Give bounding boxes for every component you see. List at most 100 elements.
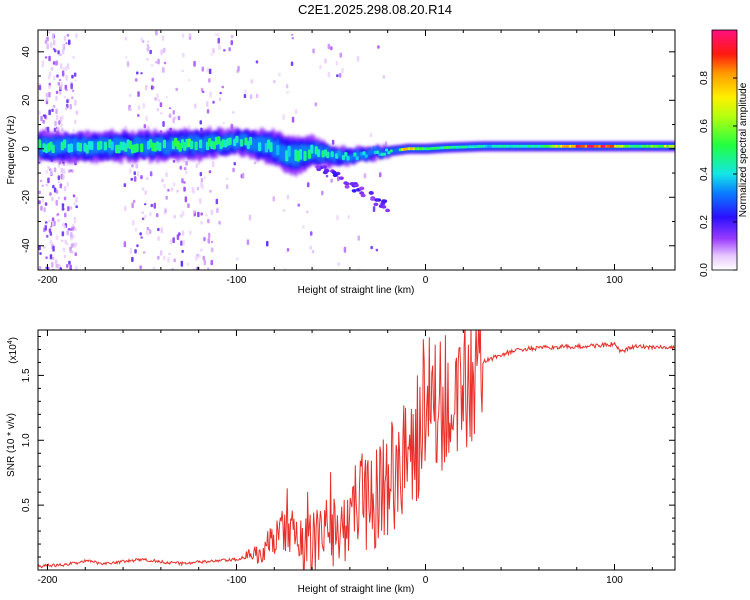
spectrogram-noise-cell <box>134 227 138 232</box>
spectrogram-noise-cell <box>302 225 305 229</box>
spectrogram-noise-cell <box>44 202 48 206</box>
spectrogram-noise-cell <box>162 67 165 73</box>
spectrogram-noise-cell <box>210 259 213 266</box>
spectrogram-tail-cell <box>368 191 374 195</box>
spectrogram-noise-cell <box>211 247 214 253</box>
spectrogram-noise-cell <box>41 60 45 67</box>
spectrogram-noise-cell <box>200 220 203 225</box>
spectrogram-noise-cell <box>369 133 373 138</box>
spectrogram-noise-cell <box>155 30 158 36</box>
spectrogram-noise-cell <box>214 33 218 36</box>
ridge-cell <box>135 143 139 153</box>
ridge-cell <box>90 141 94 150</box>
spectrogram-noise-cell <box>169 239 172 245</box>
x-tick-label: 0 <box>423 275 429 286</box>
ridge-cell <box>385 148 389 152</box>
spectrogram-noise-cell <box>48 74 51 79</box>
spectrogram-noise-cell <box>283 268 287 270</box>
spectrogram-noise-cell <box>75 33 78 39</box>
spectrogram-noise-cell <box>63 95 67 99</box>
spectrogram-noise-cell <box>330 178 333 183</box>
spectrogram-noise-cell <box>134 249 137 254</box>
spectrogram-tail-cell <box>344 185 350 189</box>
spectrogram-noise-cell <box>209 189 212 193</box>
spectrogram-noise-cell <box>139 232 142 236</box>
spectrogram-noise-cell <box>63 225 66 229</box>
y-tick-label: 40 <box>21 46 32 58</box>
spectrogram-noise-cell <box>163 211 167 215</box>
ridge-cell <box>103 141 107 151</box>
spectrogram-noise-cell <box>39 179 43 183</box>
spectrogram-noise-cell <box>206 109 210 114</box>
spectrogram-noise-cell <box>145 115 148 122</box>
spectrogram-noise-cell <box>38 85 42 91</box>
spectrogram-noise-cell <box>310 231 313 236</box>
spectrogram-noise-cell <box>51 108 54 112</box>
spectrogram-noise-cell <box>52 33 56 36</box>
spectrogram-frame <box>37 29 676 271</box>
spectrogram-noise-cell <box>207 238 210 244</box>
snr-frame <box>37 329 676 571</box>
spectrogram-noise-cell <box>140 72 143 75</box>
spectrogram-noise-cell <box>177 115 181 121</box>
spectrogram-noise-cell <box>183 181 186 184</box>
ridge-cell <box>190 140 194 150</box>
spectrogram-noise-cell <box>146 58 149 61</box>
spectrogram-noise-cell <box>74 227 77 232</box>
spectrogram-noise-cell <box>132 199 136 203</box>
spectrogram-noise-cell <box>201 90 205 94</box>
spectrogram-noise-cell <box>140 175 143 180</box>
spectrogram-noise-cell <box>135 78 138 82</box>
spectrogram-noise-cell <box>157 227 160 232</box>
spectrogram-noise-cell <box>339 52 342 58</box>
y-tick-label: 1.5 <box>21 368 32 382</box>
spectrogram-noise-cell <box>160 49 163 56</box>
spectrogram-noise-cell <box>221 85 224 89</box>
colorbar-ticks: 0.0 0.2 0.4 0.6 0.8 <box>699 71 737 277</box>
spectrogram-noise-cell <box>45 183 48 187</box>
x-tick-label: -200 <box>37 275 57 286</box>
spectrogram-noise-cell <box>49 169 53 176</box>
spectrogram-noise-cell <box>172 182 176 187</box>
spectrogram-noise-cell <box>63 186 67 192</box>
spectrogram-tail-cell <box>338 176 344 180</box>
spectrogram-noise-cell <box>56 263 59 268</box>
ridge-cell <box>228 137 232 146</box>
x-tick-label: -200 <box>37 575 57 586</box>
spectrogram-noise-cell <box>61 239 64 242</box>
spectrogram-noise-cell <box>266 240 269 247</box>
ridge-cell <box>362 151 366 156</box>
spectrogram-noise-cell <box>161 35 165 41</box>
ridge-cell <box>317 149 321 158</box>
spectrogram-noise-cell <box>168 252 171 255</box>
ridge-layer <box>38 135 675 162</box>
spectrogram-noise-cell <box>48 55 51 62</box>
spectrogram-noise-cell <box>62 67 65 71</box>
spectrogram-noise-cell <box>297 203 300 207</box>
spectrogram-noise <box>38 30 391 270</box>
spectrogram-noise-cell <box>377 45 380 49</box>
spectrogram-noise-cell <box>66 63 70 70</box>
spectrogram-noise-cell <box>55 90 59 94</box>
spectrogram-noise-cell <box>72 128 75 132</box>
snr-scale-exp: 4 <box>7 340 14 344</box>
spectrogram-noise-cell <box>337 176 340 182</box>
spectrogram-noise-cell <box>75 205 78 209</box>
spectrogram-noise-cell <box>185 170 188 175</box>
ridge-cell <box>269 142 273 153</box>
spectrogram-noise-cell <box>62 247 66 252</box>
spectrogram-noise-cell <box>248 214 252 221</box>
spectrogram-noise-cell <box>215 198 219 205</box>
spectrogram-noise-cell <box>124 37 128 41</box>
spectrogram-noise-cell <box>54 120 57 127</box>
spectrogram-noise-cell <box>59 63 63 70</box>
spectrogram-tail-cell <box>381 199 387 203</box>
spectrogram-noise-cell <box>244 89 247 94</box>
spectrogram-tail-cell <box>381 205 387 209</box>
spectrogram-noise-cell <box>53 39 56 46</box>
spectrogram-noise-cell <box>356 55 360 62</box>
spectrogram-noise-cell <box>217 37 220 44</box>
spectrogram-noise-cell <box>363 173 367 179</box>
spectrogram-tail-cell <box>351 189 357 193</box>
spectrogram-noise-cell <box>48 228 52 233</box>
